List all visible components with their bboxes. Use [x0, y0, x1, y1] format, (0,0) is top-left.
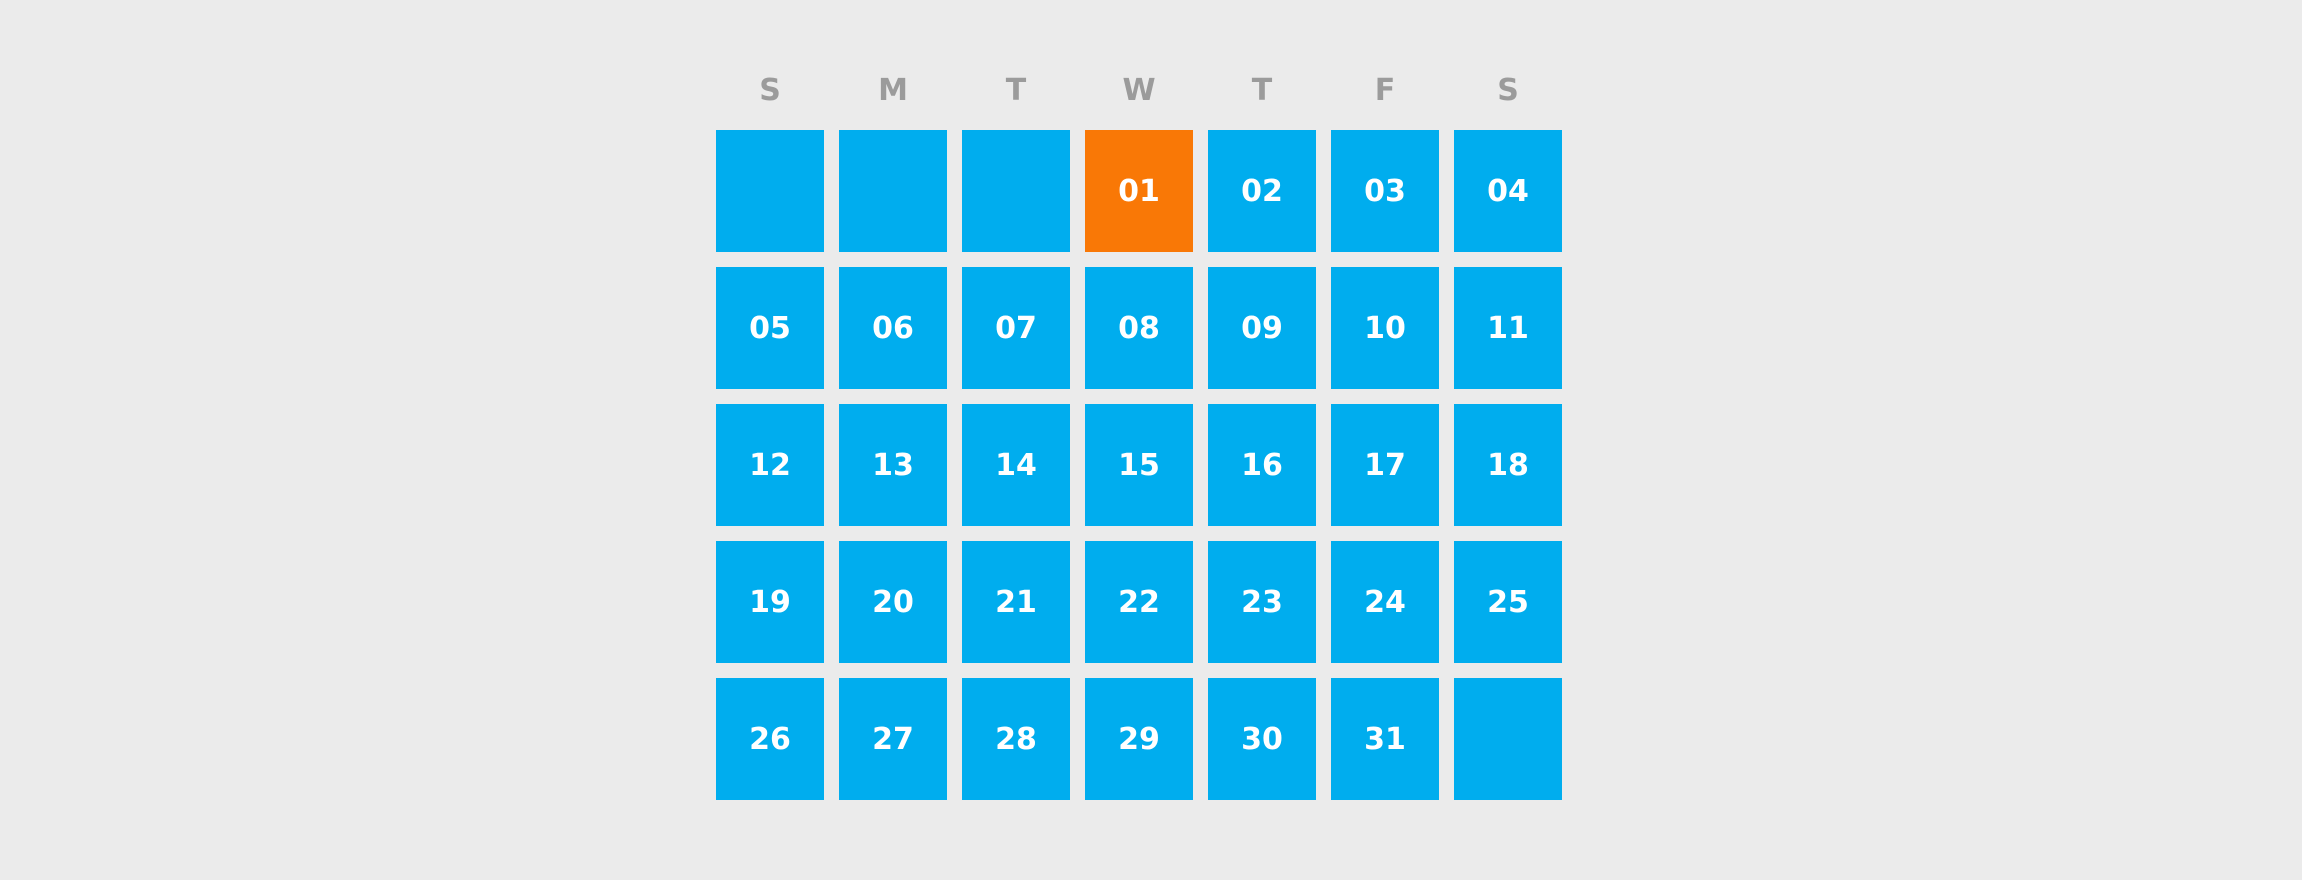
- day-cell[interactable]: 30: [1208, 678, 1316, 800]
- weekday-saturday: S: [1497, 73, 1519, 108]
- day-cell[interactable]: 14: [962, 404, 1070, 526]
- day-cell[interactable]: 31: [1331, 678, 1439, 800]
- weekday-sunday: S: [759, 73, 781, 108]
- day-cell[interactable]: 11: [1454, 267, 1562, 389]
- day-cell[interactable]: 19: [716, 541, 824, 663]
- day-cell[interactable]: 22: [1085, 541, 1193, 663]
- day-cell[interactable]: 13: [839, 404, 947, 526]
- day-cell[interactable]: 29: [1085, 678, 1193, 800]
- empty-day-cell: [839, 130, 947, 252]
- weekday-friday: F: [1374, 73, 1396, 108]
- day-cell[interactable]: 02: [1208, 130, 1316, 252]
- day-cell-today[interactable]: 01: [1085, 130, 1193, 252]
- weekday-wednesday: W: [1122, 73, 1156, 108]
- day-cell[interactable]: 06: [839, 267, 947, 389]
- day-cell[interactable]: 08: [1085, 267, 1193, 389]
- day-cell[interactable]: 15: [1085, 404, 1193, 526]
- empty-day-cell: [1454, 678, 1562, 800]
- weekday-tuesday: T: [1005, 73, 1027, 108]
- day-cell[interactable]: 23: [1208, 541, 1316, 663]
- day-cell[interactable]: 25: [1454, 541, 1562, 663]
- empty-day-cell: [716, 130, 824, 252]
- day-cell[interactable]: 10: [1331, 267, 1439, 389]
- weekday-thursday: T: [1251, 73, 1273, 108]
- day-cell[interactable]: 18: [1454, 404, 1562, 526]
- day-cell[interactable]: 05: [716, 267, 824, 389]
- day-cell[interactable]: 24: [1331, 541, 1439, 663]
- day-grid: 01 02 03 04 05 06 07 08 09 10 11 12 13 14 15 16 17 18 19 20…: [716, 130, 1564, 800]
- day-cell[interactable]: 09: [1208, 267, 1316, 389]
- day-cell[interactable]: 17: [1331, 404, 1439, 526]
- weekday-monday: M: [878, 73, 908, 108]
- day-cell[interactable]: 03: [1331, 130, 1439, 252]
- day-cell[interactable]: 20: [839, 541, 947, 663]
- weekday-header: S M T W T F S: [716, 68, 1564, 126]
- day-cell[interactable]: 16: [1208, 404, 1316, 526]
- day-cell[interactable]: 21: [962, 541, 1070, 663]
- calendar: S M T W T F S 01 02 03 04 05 06 07 08 09 10 11 12 13…: [716, 68, 1564, 800]
- day-cell[interactable]: 27: [839, 678, 947, 800]
- empty-day-cell: [962, 130, 1070, 252]
- day-cell[interactable]: 07: [962, 267, 1070, 389]
- day-cell[interactable]: 26: [716, 678, 824, 800]
- day-cell[interactable]: 12: [716, 404, 824, 526]
- day-cell[interactable]: 28: [962, 678, 1070, 800]
- day-cell[interactable]: 04: [1454, 130, 1562, 252]
